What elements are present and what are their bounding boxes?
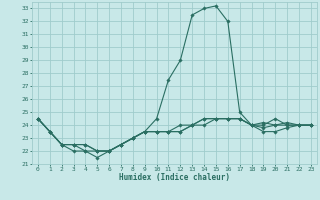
X-axis label: Humidex (Indice chaleur): Humidex (Indice chaleur) <box>119 173 230 182</box>
